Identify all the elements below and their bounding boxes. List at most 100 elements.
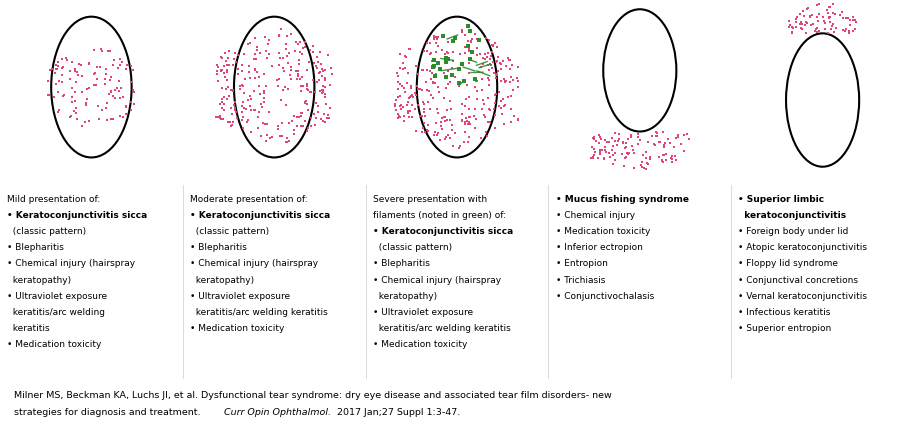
Point bbox=[825, 21, 840, 27]
Point bbox=[318, 94, 333, 101]
Point bbox=[250, 69, 264, 76]
Point bbox=[322, 115, 336, 122]
Point bbox=[90, 75, 104, 82]
Point bbox=[119, 111, 133, 117]
Point bbox=[842, 29, 856, 36]
Point bbox=[480, 94, 494, 101]
Point bbox=[251, 109, 266, 115]
Point bbox=[391, 94, 406, 101]
Point bbox=[789, 19, 803, 26]
Point bbox=[434, 123, 449, 130]
Point bbox=[812, 28, 826, 35]
Point bbox=[215, 67, 229, 73]
Point bbox=[492, 103, 506, 109]
Point bbox=[441, 80, 456, 87]
Point bbox=[297, 44, 312, 51]
Point bbox=[639, 165, 654, 172]
Point bbox=[635, 164, 650, 171]
Point bbox=[254, 103, 269, 110]
Point bbox=[317, 90, 332, 97]
Point bbox=[483, 107, 497, 113]
Point bbox=[599, 149, 613, 156]
Point bbox=[410, 86, 425, 93]
Point bbox=[825, 10, 840, 17]
Point bbox=[119, 103, 133, 109]
Point bbox=[242, 40, 257, 46]
Point bbox=[287, 127, 302, 133]
Point bbox=[470, 35, 484, 42]
Point bbox=[462, 37, 476, 44]
Point bbox=[647, 141, 662, 148]
Point bbox=[229, 58, 244, 65]
Point bbox=[319, 101, 334, 107]
Point bbox=[620, 149, 634, 156]
Point bbox=[420, 48, 434, 54]
Point bbox=[441, 55, 455, 62]
Point bbox=[236, 89, 250, 96]
Point bbox=[317, 74, 332, 81]
Point bbox=[464, 49, 479, 56]
Point bbox=[631, 141, 645, 147]
Point bbox=[622, 151, 636, 157]
Point bbox=[510, 75, 525, 81]
Point bbox=[438, 136, 452, 143]
Point bbox=[441, 39, 455, 46]
Point bbox=[249, 55, 263, 62]
Point bbox=[310, 79, 324, 86]
Point bbox=[424, 75, 439, 82]
Text: keratitis/arc welding keratitis: keratitis/arc welding keratitis bbox=[190, 308, 328, 317]
Point bbox=[248, 106, 262, 113]
Point bbox=[308, 115, 323, 121]
Point bbox=[223, 87, 238, 93]
Point bbox=[422, 106, 437, 113]
Point bbox=[81, 117, 96, 124]
Point bbox=[671, 132, 686, 139]
Point bbox=[124, 107, 139, 114]
Point bbox=[420, 126, 434, 133]
Point bbox=[585, 155, 600, 161]
Point bbox=[501, 93, 515, 100]
Point bbox=[601, 139, 616, 145]
Point bbox=[504, 93, 518, 100]
Point bbox=[235, 62, 250, 69]
Point bbox=[403, 46, 418, 53]
Point bbox=[474, 106, 489, 113]
Point bbox=[793, 25, 808, 32]
Point bbox=[602, 150, 617, 157]
Point bbox=[663, 139, 677, 146]
Point bbox=[213, 112, 228, 119]
Point bbox=[608, 130, 622, 136]
Point bbox=[225, 118, 239, 125]
Point bbox=[294, 74, 309, 80]
Point bbox=[280, 134, 294, 141]
Point bbox=[623, 133, 638, 140]
Point bbox=[399, 102, 414, 109]
Point bbox=[401, 109, 416, 116]
Point bbox=[436, 32, 451, 39]
Point bbox=[416, 125, 430, 131]
Point bbox=[482, 37, 496, 43]
Point bbox=[288, 48, 303, 54]
Point bbox=[123, 99, 138, 106]
Point bbox=[848, 19, 863, 26]
Point bbox=[294, 51, 309, 57]
Point bbox=[464, 36, 479, 43]
Text: Milner MS, Beckman KA, Luchs JI, et al. Dysfunctional tear syndrome: dry eye dis: Milner MS, Beckman KA, Luchs JI, et al. … bbox=[14, 391, 611, 400]
Point bbox=[458, 49, 473, 56]
Point bbox=[608, 157, 622, 163]
Point bbox=[491, 67, 505, 74]
Point bbox=[217, 107, 231, 113]
Point bbox=[226, 87, 240, 94]
Point bbox=[219, 62, 234, 69]
Point bbox=[459, 115, 473, 121]
Point bbox=[310, 64, 324, 71]
Point bbox=[782, 18, 797, 24]
Point bbox=[626, 164, 641, 171]
Point bbox=[427, 58, 441, 65]
Point bbox=[284, 75, 299, 82]
Point bbox=[435, 47, 450, 54]
Point bbox=[481, 118, 495, 125]
Point bbox=[605, 134, 620, 141]
Point bbox=[446, 58, 461, 64]
Point bbox=[421, 99, 436, 105]
